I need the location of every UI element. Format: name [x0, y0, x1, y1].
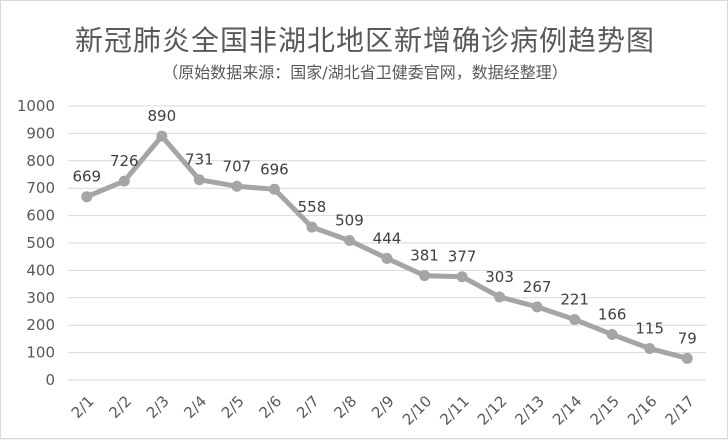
x-tick-label: 2/1: [68, 392, 98, 422]
x-tick-label: 2/11: [436, 392, 473, 429]
y-tick-label: 700: [26, 179, 55, 197]
data-label: 303: [485, 268, 514, 286]
data-label: 79: [678, 329, 697, 347]
data-label: 115: [635, 319, 664, 337]
x-tick-label: 2/9: [368, 392, 398, 422]
data-point: [306, 221, 318, 233]
data-point: [419, 270, 431, 282]
y-tick-label: 800: [26, 152, 55, 170]
data-point: [381, 252, 393, 264]
x-tick-label: 2/12: [474, 392, 511, 429]
data-point: [569, 313, 581, 325]
y-tick-label: 200: [26, 316, 55, 334]
y-tick-label: 1000: [17, 97, 55, 115]
y-tick-label: 500: [26, 234, 55, 252]
data-point: [193, 174, 205, 186]
chart-title: 新冠肺炎全国非湖北地区新增确诊病例趋势图: [74, 24, 655, 57]
data-label: 707: [223, 157, 252, 175]
data-label: 377: [448, 248, 477, 266]
x-tick-label: 2/10: [399, 392, 436, 429]
data-point: [456, 271, 468, 283]
x-tick-label: 2/8: [331, 392, 361, 422]
y-tick-label: 100: [26, 344, 55, 362]
data-label: 726: [110, 152, 139, 170]
data-point: [343, 235, 355, 247]
data-point: [118, 175, 130, 187]
x-tick-label: 2/16: [624, 392, 661, 429]
data-label: 696: [260, 160, 289, 178]
data-point: [231, 180, 243, 192]
x-tick-label: 2/17: [662, 392, 699, 429]
data-label: 444: [373, 229, 402, 247]
data-point: [606, 329, 618, 341]
data-label: 221: [560, 290, 589, 308]
x-tick-label: 2/14: [549, 392, 586, 429]
y-tick-label: 300: [26, 289, 55, 307]
y-tick-label: 600: [26, 207, 55, 225]
x-tick-label: 2/4: [180, 392, 210, 422]
data-label: 558: [298, 198, 327, 216]
data-label: 381: [410, 247, 439, 265]
x-tick-label: 2/13: [511, 392, 548, 429]
data-point: [494, 291, 506, 303]
data-label: 166: [598, 306, 627, 324]
data-point: [644, 342, 656, 354]
x-tick-label: 2/2: [105, 392, 135, 422]
data-point: [156, 130, 168, 142]
data-point: [531, 301, 543, 313]
data-label: 669: [72, 168, 101, 186]
data-point: [268, 183, 280, 195]
x-tick-label: 2/6: [255, 392, 285, 422]
y-tick-label: 900: [26, 124, 55, 142]
data-point: [681, 352, 693, 364]
data-point: [81, 191, 93, 203]
data-label: 267: [523, 278, 552, 296]
data-label: 509: [335, 212, 364, 230]
x-tick-label: 2/5: [218, 392, 248, 422]
x-tick-label: 2/15: [586, 392, 623, 429]
data-label: 731: [185, 151, 214, 169]
y-tick-label: 400: [26, 261, 55, 279]
y-tick-label: 0: [45, 371, 55, 389]
data-label: 890: [148, 107, 177, 125]
chart-subtitle: （原始数据来源：国家/湖北省卫健委官网，数据经整理）: [162, 63, 568, 82]
x-tick-label: 2/3: [143, 392, 173, 422]
x-tick-label: 2/7: [293, 392, 323, 422]
